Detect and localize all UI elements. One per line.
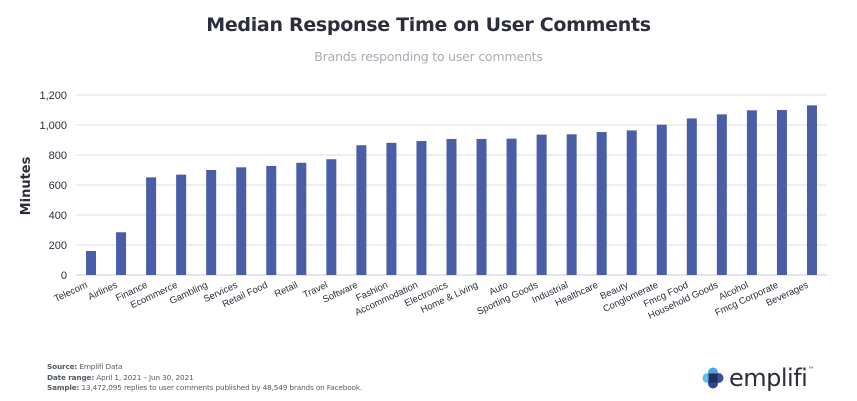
- bar: [506, 138, 517, 275]
- y-tick-label: 800: [49, 150, 67, 162]
- bar-chart: 0 200 400 600 800 1,000 1,200 TelecomAirlinesF…: [19, 90, 827, 322]
- bar: [626, 130, 637, 275]
- logo-trademark: ™: [808, 366, 814, 372]
- y-tick-label: 1,200: [39, 90, 67, 102]
- bar: [596, 132, 607, 275]
- bar: [806, 105, 817, 275]
- bar: [266, 165, 277, 275]
- bar: [416, 141, 427, 275]
- bar: [116, 232, 127, 275]
- y-tick-labels: 0 200 400 600 800 1,000 1,200: [39, 90, 67, 282]
- bar: [146, 177, 157, 275]
- y-tick-label: 200: [49, 240, 67, 252]
- emplifi-logo: emplifi ™: [702, 364, 813, 392]
- x-tick-label: Retail: [273, 280, 300, 300]
- chart-footer: Source: Emplifi Data Date range: April 1…: [47, 362, 362, 394]
- bar: [566, 134, 577, 275]
- bar: [776, 110, 787, 275]
- bar: [356, 145, 367, 275]
- source-line: Source: Emplifi Data: [47, 362, 362, 373]
- bar: [716, 114, 727, 275]
- bar: [236, 167, 247, 275]
- y-tick-label: 0: [61, 270, 67, 282]
- chart-subtitle: Brands responding to user comments: [314, 49, 543, 64]
- date-range-value: April 1, 2021 – Jun 30, 2021: [94, 372, 194, 382]
- x-tick-label: Telecom: [53, 280, 90, 305]
- bar: [656, 124, 667, 275]
- date-range-label: Date range:: [47, 372, 95, 382]
- x-tick-label: Airlines: [86, 280, 119, 303]
- bar: [386, 142, 397, 275]
- bar: [206, 170, 217, 275]
- bar: [446, 138, 457, 275]
- source-value: Emplifi Data: [77, 362, 123, 371]
- bar: [296, 162, 307, 275]
- x-tick-label: Software: [321, 280, 360, 306]
- gridlines: [76, 94, 827, 276]
- x-tick-labels: TelecomAirlinesFinanceEcommerceGamblingS…: [53, 280, 811, 322]
- bar: [326, 159, 337, 275]
- y-tick-label: 400: [49, 210, 67, 222]
- y-tick-label: 600: [49, 180, 67, 192]
- bar: [746, 110, 757, 275]
- bar: [476, 138, 487, 275]
- bar: [686, 118, 697, 276]
- emplifi-logo-icon: [702, 367, 724, 389]
- bar: [86, 251, 97, 275]
- logo-wordmark: emplifi: [729, 364, 808, 392]
- bar: [176, 174, 187, 275]
- y-tick-label: 1,000: [39, 120, 67, 132]
- bar: [536, 134, 547, 275]
- sample-label: Sample:: [47, 383, 80, 392]
- sample-value: 13,472,095 replies to user comments publ…: [79, 383, 363, 392]
- date-range-line: Date range: April 1, 2021 – Jun 30, 2021: [47, 373, 362, 384]
- bars: [86, 105, 817, 276]
- logo-center: [708, 373, 718, 383]
- source-label: Source:: [47, 362, 78, 371]
- sample-line: Sample: 13,472,095 replies to user comme…: [47, 383, 362, 394]
- chart-title: Median Response Time on User Comments: [206, 14, 651, 36]
- y-axis-label: Minutes: [19, 156, 34, 215]
